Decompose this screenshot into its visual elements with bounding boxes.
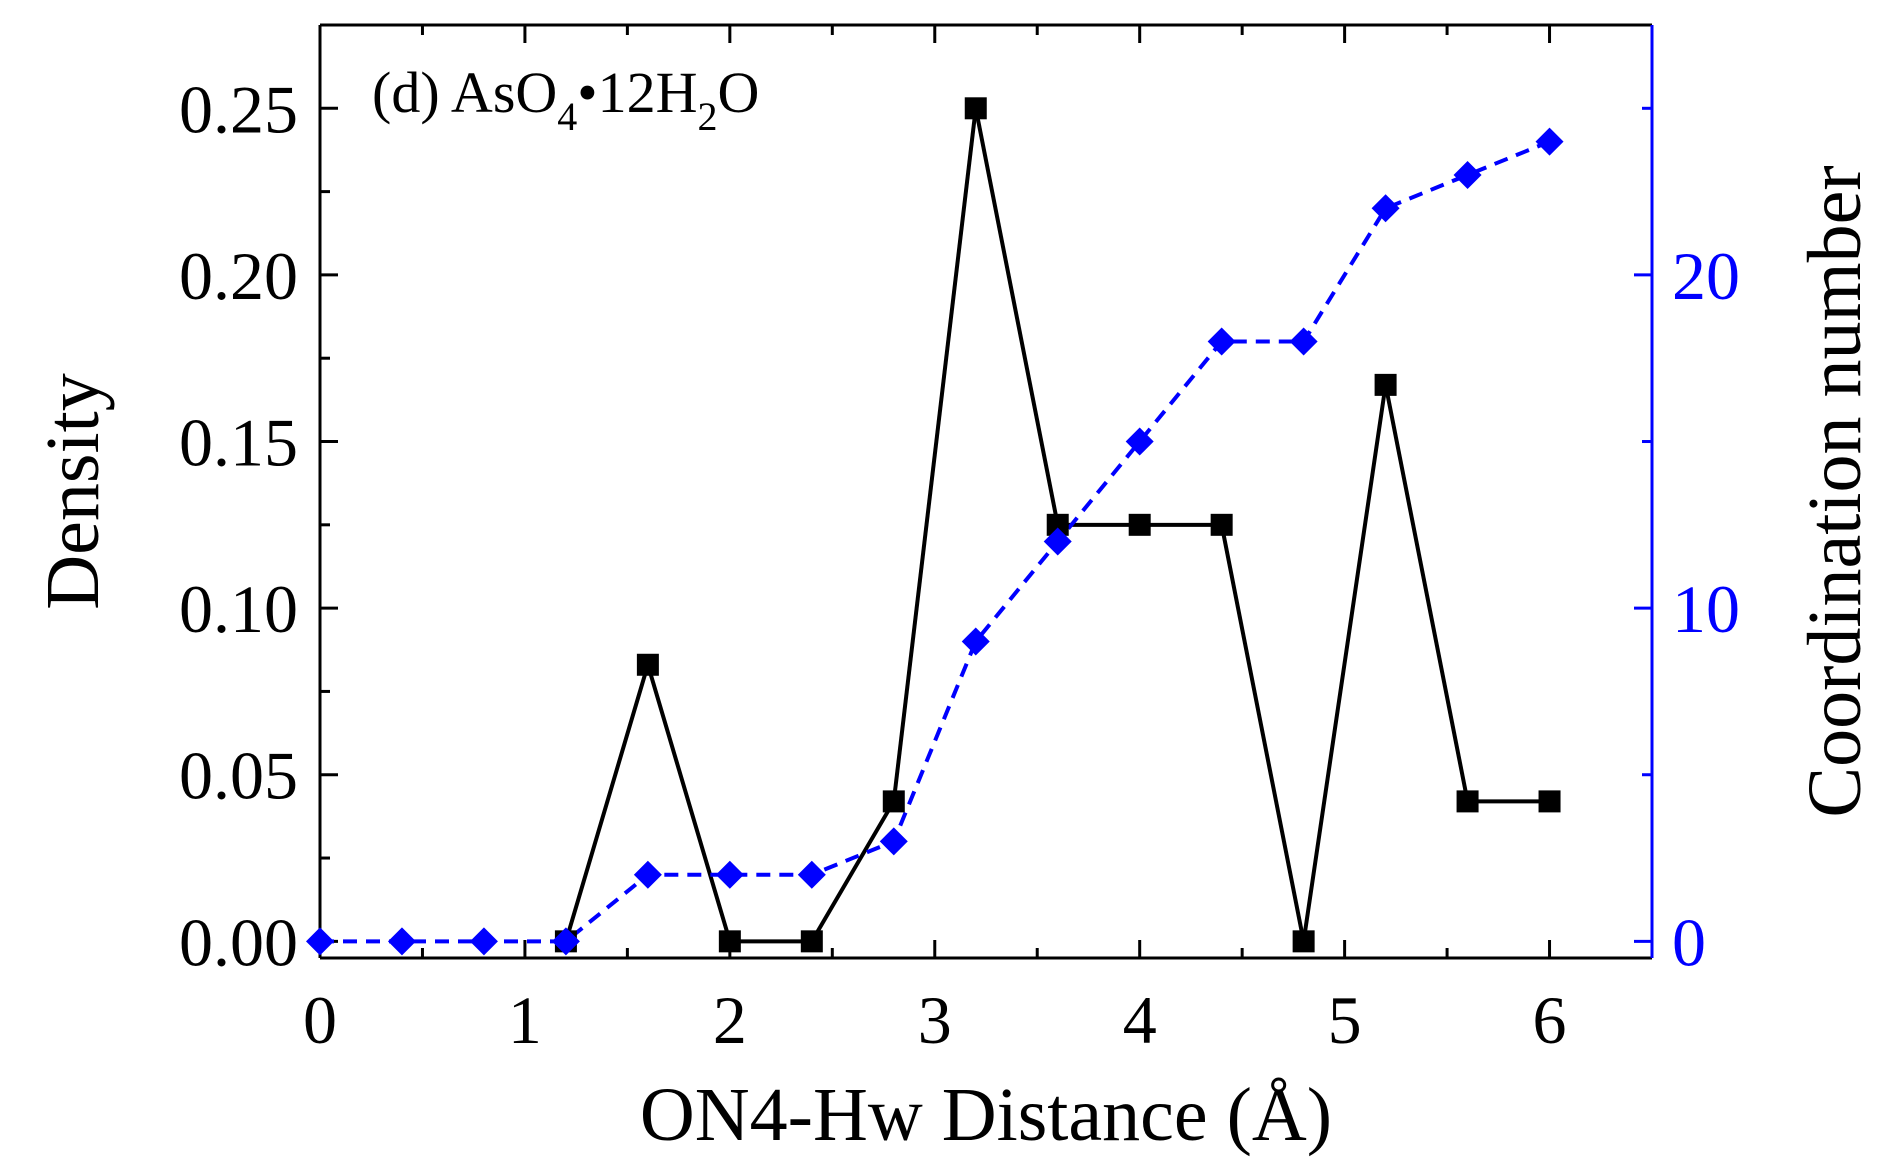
coordination-point	[1535, 127, 1564, 156]
density-point	[1456, 790, 1479, 813]
axes	[318, 23, 1654, 960]
density-point	[1374, 373, 1397, 396]
coordination-point	[551, 927, 580, 956]
y-left-tick-label: 0.00	[179, 904, 298, 980]
coordination-point	[879, 827, 908, 856]
x-tick-label: 6	[1533, 982, 1567, 1058]
density-point	[718, 930, 741, 953]
y-right-tick-label: 20	[1672, 238, 1740, 314]
y-right-axis-title: Coordination number	[1793, 165, 1877, 817]
x-axis-title: ON4-Hw Distance (Å)	[640, 1073, 1332, 1157]
density-point	[1210, 513, 1233, 536]
density-point	[1292, 930, 1315, 953]
coordination-point	[633, 860, 662, 889]
density-point	[882, 790, 905, 813]
coordination-point	[387, 927, 416, 956]
y-left-tick-label: 0.15	[179, 405, 298, 481]
series-lines	[320, 107, 1551, 944]
labels: 0 1 2 3 4 5 6 0.00 0.05 0.10 0.15 0.20 0.25 0 10 20 ON4-…	[31, 71, 1877, 1157]
coordination-point	[1453, 160, 1482, 189]
annotation-label: (d) AsO	[372, 60, 557, 125]
x-tick-label: 3	[918, 982, 952, 1058]
coordination-point	[1371, 194, 1400, 223]
density-point	[964, 97, 987, 120]
x-tick-label: 0	[303, 982, 337, 1058]
density-line-segment	[1301, 384, 1388, 942]
x-tick-label: 4	[1123, 982, 1157, 1058]
density-point	[1046, 513, 1069, 536]
x-tick-label: 1	[508, 982, 542, 1058]
x-tick-label: 2	[713, 982, 747, 1058]
annotation-end: O	[717, 60, 759, 125]
density-point	[1538, 790, 1561, 813]
y-left-tick-label: 0.20	[179, 238, 298, 314]
x-tick-label: 5	[1328, 982, 1362, 1058]
density-line-segment	[810, 800, 896, 943]
y-left-tick-label: 0.10	[179, 571, 298, 647]
coordination-point	[715, 860, 744, 889]
coordination-point	[961, 627, 990, 656]
y-left-axis-title: Density	[31, 373, 115, 609]
coordination-point	[1125, 427, 1154, 456]
coordination-line	[320, 139, 1551, 944]
annotation-subscript-1: 4	[557, 94, 577, 139]
coordination-point	[1207, 327, 1236, 356]
y-left-tick-label: 0.25	[179, 71, 298, 147]
density-line-segment	[645, 664, 732, 942]
coordination-point	[306, 927, 334, 956]
coordination-point	[1289, 327, 1318, 356]
panel-annotation: (d) AsO4•12H2O	[372, 60, 759, 139]
density-point	[636, 653, 659, 676]
density-point	[1128, 513, 1151, 536]
coordination-point	[797, 860, 826, 889]
density-line-segment	[1219, 524, 1306, 942]
density-line-segment	[1383, 384, 1470, 802]
coordination-point	[469, 927, 498, 956]
coordination-point	[1043, 527, 1072, 556]
density-line-segment	[563, 664, 650, 942]
series-markers	[306, 97, 1564, 956]
density-point	[800, 930, 823, 953]
annotation-subscript-2: 2	[697, 94, 717, 139]
y-right-tick-label: 10	[1672, 571, 1740, 647]
y-right-tick-label: 0	[1672, 904, 1706, 980]
density-line-segment	[891, 108, 978, 802]
density-line-segment	[973, 107, 1060, 526]
y-left-tick-label: 0.05	[179, 738, 298, 814]
annotation-mid: •12H	[577, 60, 697, 125]
